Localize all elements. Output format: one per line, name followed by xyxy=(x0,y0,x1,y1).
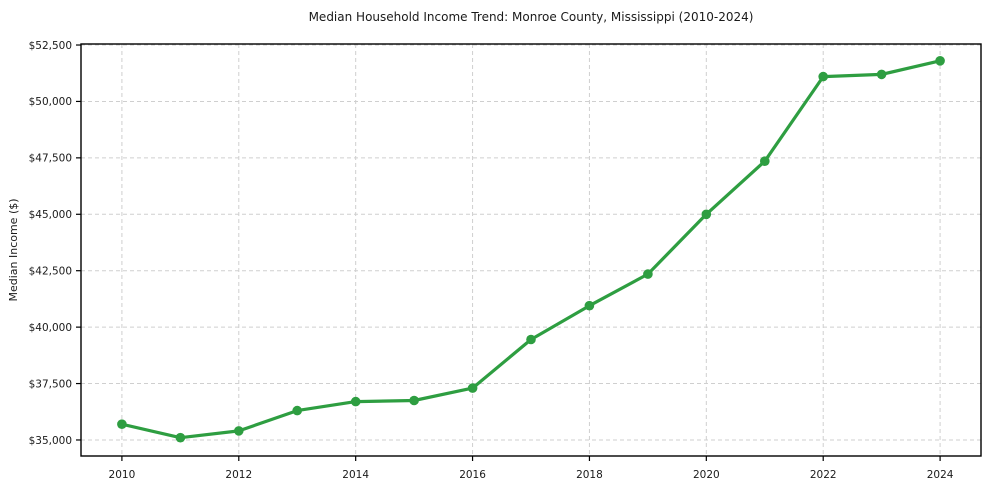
y-tick-label: $45,000 xyxy=(29,209,72,221)
data-point-2022 xyxy=(818,71,828,82)
y-tick-label: $52,500 xyxy=(29,40,72,52)
data-point-2023 xyxy=(876,69,887,80)
trend-line xyxy=(120,59,942,440)
data-point-2024 xyxy=(935,56,945,66)
x-tick-label: 2020 xyxy=(693,469,720,481)
plot-frame xyxy=(80,43,982,457)
x-tick-label: 2014 xyxy=(342,469,369,481)
data-point-2010 xyxy=(117,419,127,430)
y-tick-label: $50,000 xyxy=(29,96,72,108)
axis-layer: 2010 2012 2014 2016 2018 2020 2022 2024 $35,000 $… xyxy=(29,40,982,481)
grid-layer xyxy=(81,44,981,456)
data-point-2018 xyxy=(584,300,595,311)
x-tick-label: 2016 xyxy=(459,469,486,481)
data-point-2012 xyxy=(234,426,244,436)
chart-title: Median Household Income Trend: Monroe Co… xyxy=(309,10,754,24)
x-tick-label: 2010 xyxy=(109,469,136,481)
data-point-2021 xyxy=(760,156,770,166)
x-tick-label: 2022 xyxy=(810,469,837,481)
x-tick-label: 2018 xyxy=(576,469,603,481)
y-tick-label: $47,500 xyxy=(29,153,72,165)
y-axis-label: Median Income ($) xyxy=(7,198,20,301)
y-tick-label: $35,000 xyxy=(29,435,72,447)
x-tick-label: 2024 xyxy=(927,469,954,481)
y-tick-label: $42,500 xyxy=(29,266,72,278)
data-point-2017 xyxy=(526,334,536,345)
y-tick-label: $40,000 xyxy=(29,322,72,334)
data-point-2011 xyxy=(175,432,186,443)
data-point-2015 xyxy=(409,395,419,406)
data-point-2013 xyxy=(292,405,303,416)
series-layer xyxy=(117,56,945,443)
data-point-2020 xyxy=(701,209,712,220)
data-point-2016 xyxy=(467,383,478,393)
x-tick-label: 2012 xyxy=(225,469,252,481)
y-tick-label: $37,500 xyxy=(29,378,72,390)
data-point-2019 xyxy=(643,269,653,279)
data-point-2014 xyxy=(350,396,361,407)
